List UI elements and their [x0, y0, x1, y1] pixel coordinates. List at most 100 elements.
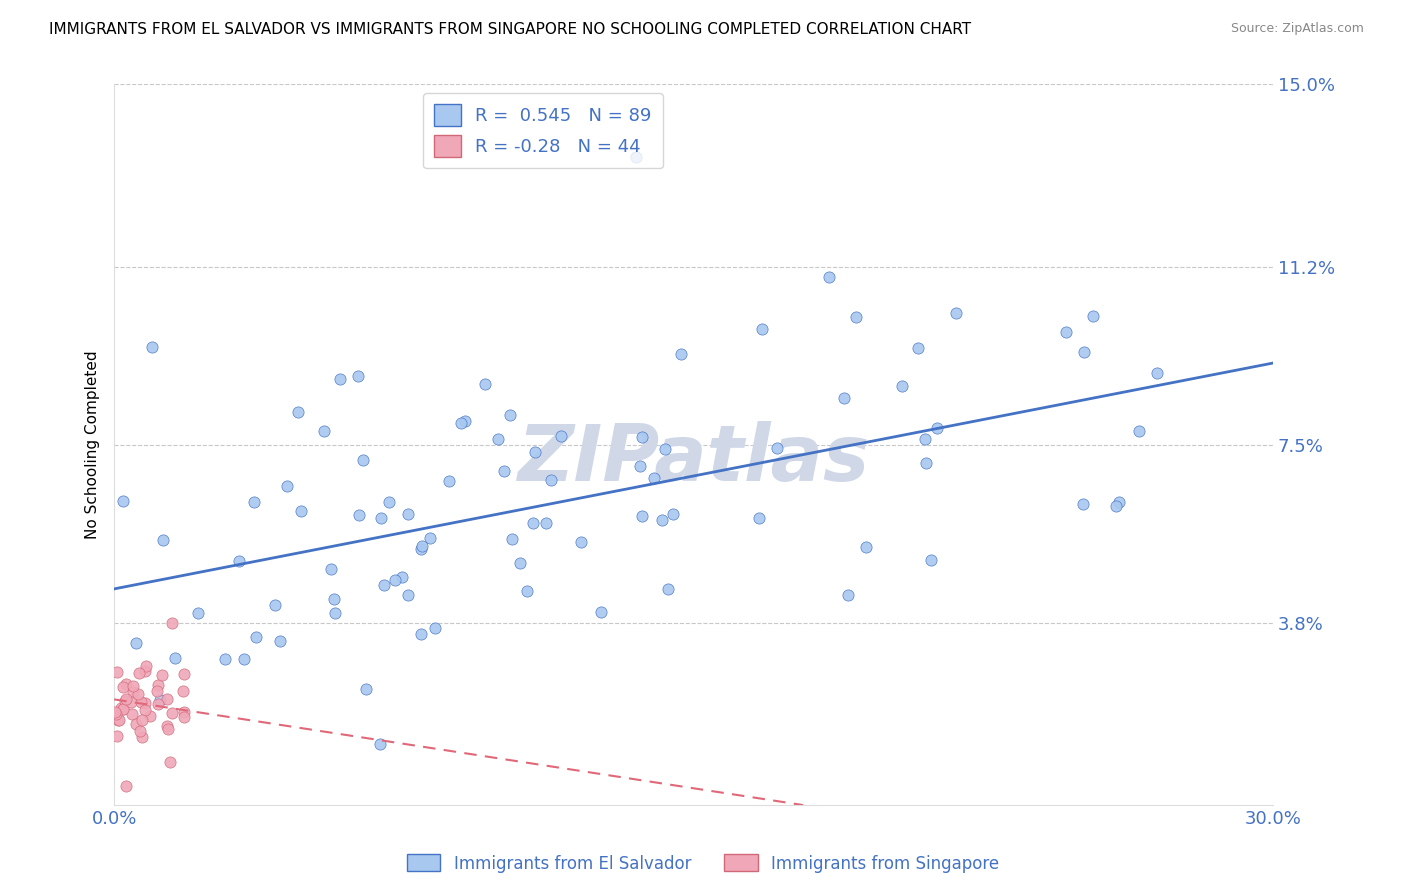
Point [662, 507, 685, 521]
Point [1146, 366, 1168, 380]
Point [108, 713, 131, 727]
Point [569, 534, 592, 549]
Point [651, 513, 673, 527]
Point [214, 652, 236, 666]
Point [669, 347, 692, 361]
Point [114, 692, 136, 706]
Point [630, 430, 652, 444]
Point [160, 706, 183, 720]
Point [347, 508, 370, 523]
Point [1108, 495, 1130, 509]
Point [474, 377, 496, 392]
Point [134, 703, 156, 717]
Point [509, 556, 531, 570]
Point [160, 615, 183, 630]
Point [157, 723, 180, 737]
Point [111, 681, 134, 695]
Point [524, 445, 547, 459]
Point [156, 719, 179, 733]
Point [494, 464, 516, 478]
Point [131, 713, 153, 727]
Point [516, 584, 538, 599]
Point [352, 453, 374, 467]
Point [1071, 498, 1094, 512]
Point [890, 378, 912, 392]
Point [765, 442, 787, 456]
Point [172, 683, 194, 698]
Point [152, 533, 174, 547]
Point [411, 539, 433, 553]
Point [540, 473, 562, 487]
Point [104, 705, 127, 719]
Point [276, 479, 298, 493]
Point [354, 682, 377, 697]
Point [748, 511, 770, 525]
Point [1128, 425, 1150, 439]
Point [501, 532, 523, 546]
Point [111, 494, 134, 508]
Point [150, 667, 173, 681]
Point [837, 588, 859, 602]
Point [269, 634, 291, 648]
Point [115, 779, 138, 793]
Point [127, 687, 149, 701]
Point [589, 605, 612, 619]
Point [1105, 499, 1128, 513]
Point [134, 664, 156, 678]
Point [628, 458, 651, 473]
Point [1073, 344, 1095, 359]
Point [855, 540, 877, 554]
Legend: R =  0.545   N = 89, R = -0.28   N = 44: R = 0.545 N = 89, R = -0.28 N = 44 [423, 94, 662, 169]
Point [111, 701, 134, 715]
Point [159, 756, 181, 770]
Point [122, 685, 145, 699]
Point [834, 392, 856, 406]
Point [654, 442, 676, 456]
Point [105, 706, 128, 721]
Point [657, 582, 679, 597]
Point [146, 697, 169, 711]
Point [624, 149, 647, 163]
Point [409, 627, 432, 641]
Text: ZIPatlas: ZIPatlas [517, 421, 869, 497]
Point [499, 409, 522, 423]
Point [135, 658, 157, 673]
Point [245, 630, 267, 644]
Point [141, 340, 163, 354]
Point [370, 511, 392, 525]
Point [915, 456, 938, 470]
Point [264, 598, 287, 612]
Point [173, 667, 195, 681]
Point [370, 737, 392, 751]
Point [396, 507, 419, 521]
Text: IMMIGRANTS FROM EL SALVADOR VS IMMIGRANTS FROM SINGAPORE NO SCHOOLING COMPLETED : IMMIGRANTS FROM EL SALVADOR VS IMMIGRANT… [49, 22, 972, 37]
Point [329, 372, 352, 386]
Point [454, 414, 477, 428]
Point [134, 696, 156, 710]
Point [486, 433, 509, 447]
Y-axis label: No Schooling Completed: No Schooling Completed [86, 351, 100, 539]
Point [945, 306, 967, 320]
Point [927, 421, 949, 435]
Point [121, 707, 143, 722]
Point [146, 683, 169, 698]
Point [550, 429, 572, 443]
Point [112, 702, 135, 716]
Point [319, 562, 342, 576]
Point [287, 405, 309, 419]
Point [425, 621, 447, 635]
Point [322, 592, 344, 607]
Point [312, 424, 335, 438]
Point [419, 531, 441, 545]
Point [107, 713, 129, 727]
Point [163, 651, 186, 665]
Text: Source: ZipAtlas.com: Source: ZipAtlas.com [1230, 22, 1364, 36]
Point [128, 723, 150, 738]
Point [907, 341, 929, 355]
Point [1054, 326, 1077, 340]
Point [522, 516, 544, 530]
Point [125, 717, 148, 731]
Point [920, 553, 942, 567]
Point [114, 693, 136, 707]
Point [437, 475, 460, 489]
